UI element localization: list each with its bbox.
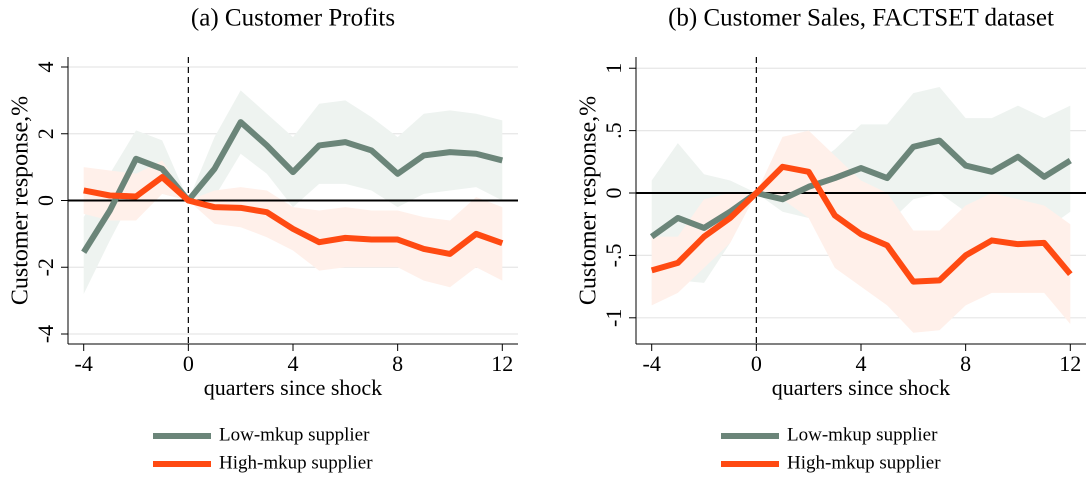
x-tick-label: -4 — [75, 351, 93, 376]
y-tick-label: 0 — [33, 195, 58, 206]
y-tick-label: 1 — [601, 63, 626, 74]
series-line — [83, 174, 504, 257]
y-axis-label: Customer response,% — [576, 96, 602, 305]
y-axis-label: Customer response,% — [8, 96, 34, 305]
y-tick-label: -.5 — [601, 243, 626, 267]
legend-label: High-mkup supplier — [787, 452, 941, 473]
x-tick-label: 0 — [183, 351, 194, 376]
x-tick-label: 8 — [392, 351, 403, 376]
confidence-band — [83, 90, 503, 294]
y-tick-label: 0 — [601, 188, 626, 199]
x-tick-label: 4 — [288, 351, 299, 376]
confidence-band — [83, 160, 503, 288]
x-tick-label: -4 — [643, 351, 661, 376]
y-tick-label: .5 — [601, 122, 626, 139]
series-line — [649, 137, 1072, 240]
chart-title: (b) Customer Sales, FACTSET dataset — [668, 5, 1054, 32]
series-line — [81, 119, 504, 254]
chart-title: (a) Customer Profits — [191, 5, 395, 32]
x-axis-label: quarters since shock — [772, 375, 950, 400]
x-axis-label: quarters since shock — [204, 375, 382, 400]
series-line — [650, 163, 1073, 285]
x-tick-label: 8 — [960, 351, 971, 376]
y-tick-label: -1 — [601, 309, 626, 327]
y-tick-label: 2 — [33, 128, 58, 139]
x-tick-label: 12 — [1059, 351, 1081, 376]
y-tick-label: -4 — [33, 325, 58, 343]
chart-panel: (b) Customer Sales, FACTSET dataset -1 -.5… — [576, 5, 1086, 473]
legend-label: High-mkup supplier — [219, 452, 373, 473]
x-tick-label: 0 — [751, 351, 762, 376]
y-tick-label: 4 — [33, 62, 58, 73]
chart-panel: (a) Customer Profits -4 -2 0 2 4 -4 0 4 8 12 Low-mk… — [8, 5, 518, 473]
x-tick-label: 4 — [856, 351, 867, 376]
legend-label: Low-mkup supplier — [787, 424, 938, 445]
legend-label: Low-mkup supplier — [219, 424, 370, 445]
y-tick-label: -2 — [33, 258, 58, 276]
x-tick-label: 12 — [491, 351, 513, 376]
